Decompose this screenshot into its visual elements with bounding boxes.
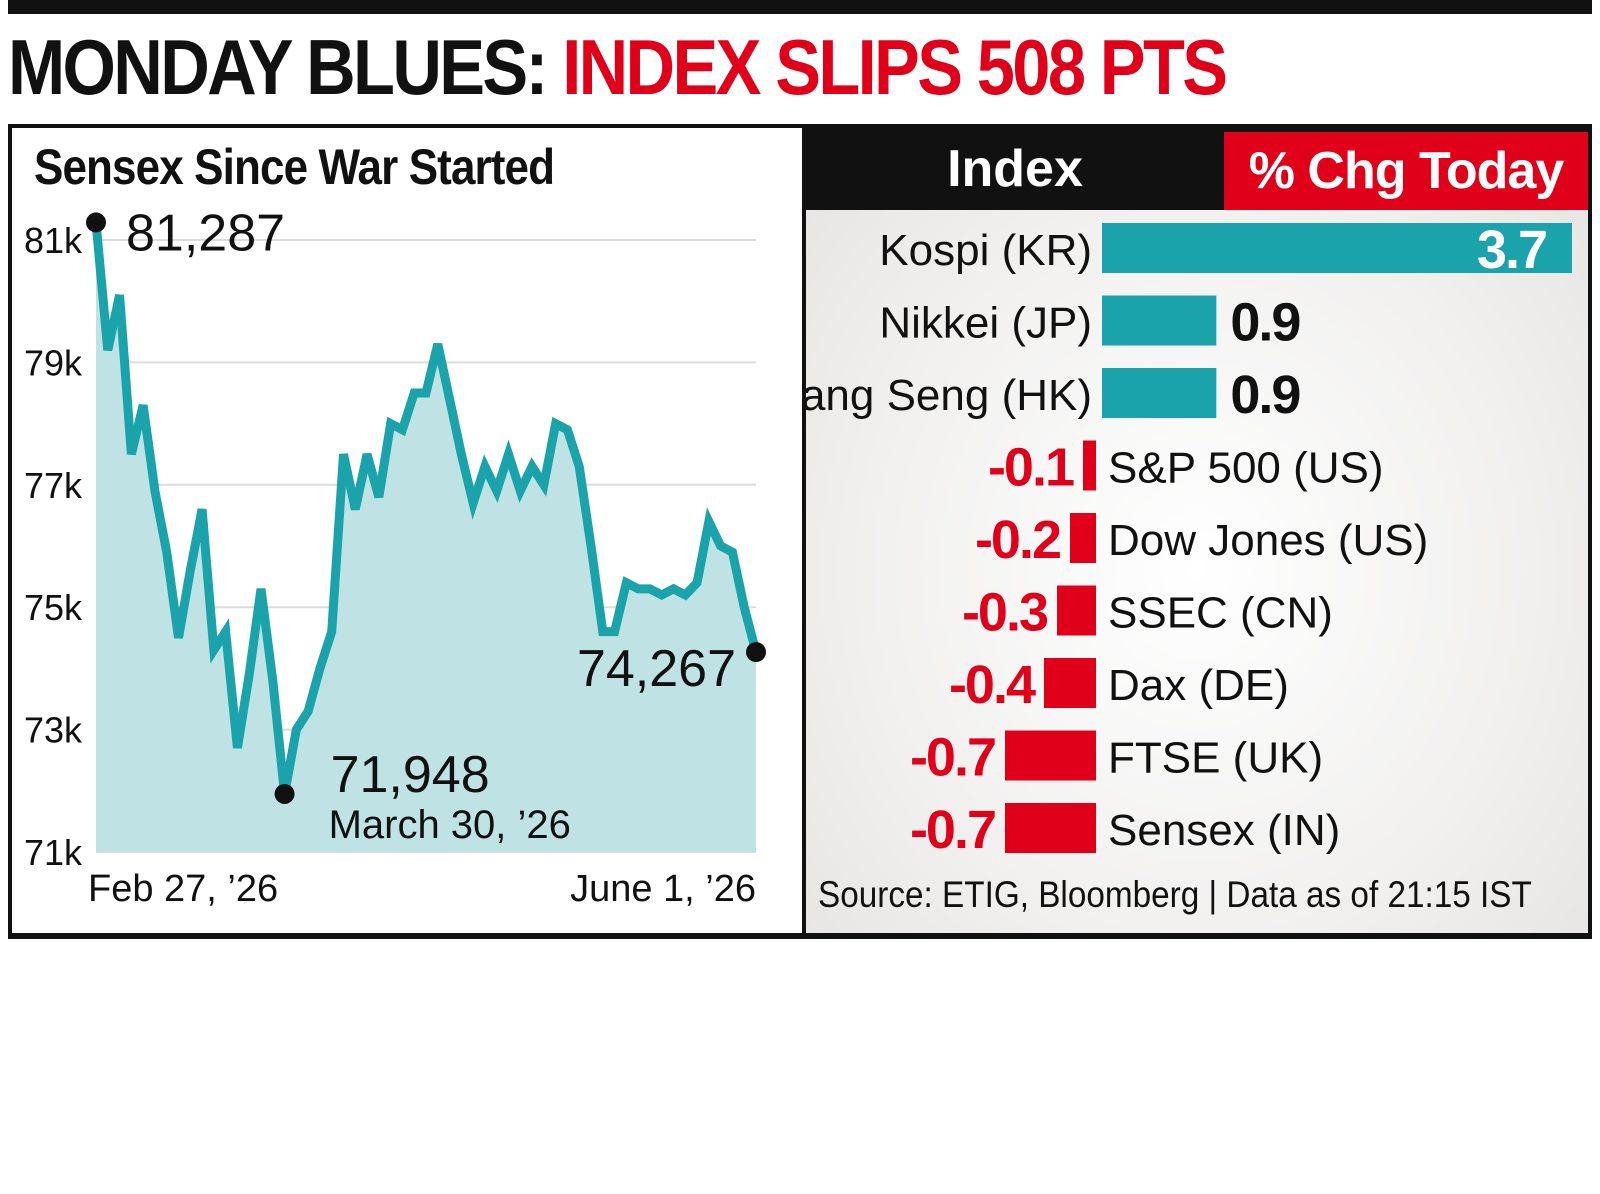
- index-name-label: Kospi (KR): [879, 226, 1092, 275]
- index-change-value: -0.4: [949, 655, 1036, 715]
- index-name-label: Dax (DE): [1108, 661, 1289, 710]
- index-name-label: FTSE (UK): [1108, 734, 1323, 783]
- index-name-label: Hang Seng (HK): [806, 371, 1092, 420]
- index-change-bar: [1102, 368, 1217, 418]
- source-note: Source: ETIG, Bloomberg | Data as of 21:…: [818, 874, 1532, 915]
- headline-part-2: INDEX SLIPS 508 PTS: [562, 23, 1228, 111]
- column-header-change: % Chg Today: [1224, 132, 1588, 210]
- index-change-bar: [1005, 803, 1096, 853]
- y-tick-label: 81k: [24, 220, 83, 261]
- y-tick-label: 73k: [24, 710, 83, 751]
- annotation-marker: [274, 783, 295, 804]
- annotation-marker: [746, 642, 766, 663]
- index-change-bar: [1070, 513, 1096, 563]
- index-change-value: 3.7: [1477, 220, 1546, 280]
- index-name-label: Sensex (IN): [1108, 806, 1340, 855]
- index-name-label: S&P 500 (US): [1108, 444, 1384, 493]
- x-tick-label: June 1, ’26: [570, 868, 756, 910]
- top-rule: [8, 0, 1592, 14]
- index-name-label: Dow Jones (US): [1108, 516, 1428, 565]
- index-name-label: Nikkei (JP): [879, 299, 1092, 348]
- headline: MONDAY BLUES: INDEX SLIPS 508 PTS: [8, 22, 1402, 112]
- index-change-value: -0.7: [910, 800, 995, 860]
- index-change-value: -0.3: [962, 583, 1048, 643]
- y-tick-label: 75k: [24, 587, 83, 628]
- column-header-index: Index: [947, 140, 1083, 198]
- index-change-bar: [1102, 295, 1217, 346]
- index-name-label: SSEC (CN): [1108, 589, 1333, 638]
- sensex-line: [91, 217, 761, 795]
- index-change-panel: Index % Chg Today Kospi (KR) 3.7 Nikkei (J…: [806, 128, 1588, 933]
- index-change-bar: [1005, 730, 1096, 781]
- index-change-value: -0.2: [975, 510, 1060, 570]
- annotation-value-label: 71,948: [331, 746, 490, 804]
- annotation-value-label: 81,287: [126, 204, 285, 262]
- sensex-line-panel: 71k 73k 75k 77k 79k 81k 81,287 71,948 March 30, …: [12, 128, 806, 933]
- chart-title: Sensex Since War Started: [34, 139, 555, 195]
- x-tick-label: Feb 27, ’26: [88, 868, 278, 910]
- annotation-value-label: 74,267: [577, 640, 736, 698]
- y-tick-label: 79k: [24, 342, 83, 383]
- index-change-bar-chart: Kospi (KR) 3.7 Nikkei (JP) 0.9 Hang Seng (HK…: [806, 220, 1572, 860]
- annotation-date-label: March 30, ’26: [329, 803, 571, 847]
- index-change-bar: [1044, 658, 1096, 708]
- graphic-frame: 71k 73k 75k 77k 79k 81k 81,287 71,948 March 30, …: [8, 124, 1592, 939]
- annotation-marker: [86, 212, 106, 233]
- index-change-value: 0.9: [1230, 365, 1300, 425]
- index-change-value: 0.9: [1230, 293, 1300, 353]
- column-header-bar: Index % Chg Today: [806, 128, 1588, 210]
- index-change-value: -0.7: [910, 728, 995, 788]
- index-change-bar: [1083, 440, 1096, 491]
- index-change-value: -0.1: [988, 438, 1074, 498]
- headline-part-1: MONDAY BLUES:: [8, 23, 548, 111]
- y-tick-label: 77k: [24, 465, 83, 506]
- y-tick-label: 71k: [24, 832, 83, 873]
- index-change-bar: [1102, 223, 1572, 273]
- sensex-area-fill: [96, 222, 756, 852]
- index-change-bar: [1057, 585, 1096, 636]
